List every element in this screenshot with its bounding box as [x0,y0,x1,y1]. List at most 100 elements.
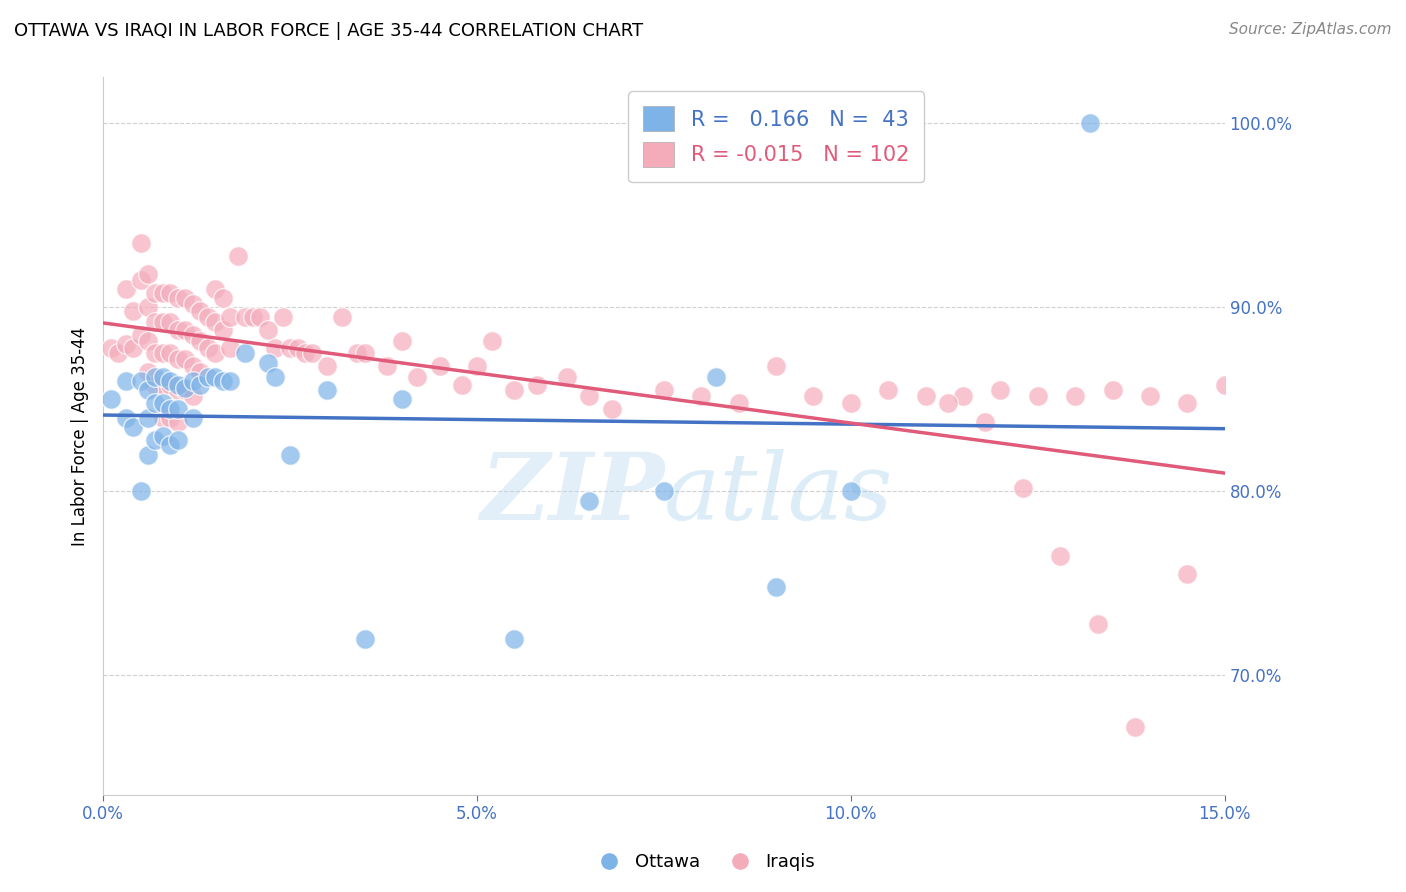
Point [122,341,145,355]
Point [167,291,190,305]
Point [129,374,152,388]
Point [167,351,190,366]
Point [136,334,159,348]
Text: OTTAWA VS IRAQI IN LABOR FORCE | AGE 35-44 CORRELATION CHART: OTTAWA VS IRAQI IN LABOR FORCE | AGE 35-… [14,22,643,40]
Point [136,448,159,462]
Point [242,310,264,324]
Point [578,389,600,403]
Point [129,273,152,287]
Point [174,381,197,395]
Point [159,410,181,425]
Point [204,370,226,384]
Legend: Ottawa, Iraqis: Ottawa, Iraqis [583,847,823,879]
Point [990,384,1012,398]
Point [429,359,451,374]
Point [1175,567,1198,582]
Point [204,346,226,360]
Point [481,334,503,348]
Point [256,322,278,336]
Point [936,396,959,410]
Point [952,389,974,403]
Point [391,392,413,407]
Point [167,401,190,416]
Point [181,328,204,343]
Point [152,285,174,300]
Point [555,370,578,384]
Point [1026,389,1049,403]
Point [375,359,398,374]
Point [294,346,316,360]
Point [465,359,488,374]
Point [145,346,167,360]
Point [578,493,600,508]
Point [1087,616,1109,631]
Point [690,389,713,403]
Point [1213,377,1236,392]
Point [271,310,294,324]
Point [129,328,152,343]
Point [287,341,309,355]
Point [145,315,167,329]
Point [152,410,174,425]
Point [159,374,181,388]
Point [145,396,167,410]
Point [152,315,174,329]
Point [914,389,936,403]
Point [278,448,301,462]
Point [188,377,211,392]
Point [765,580,787,594]
Point [188,304,211,318]
Point [167,415,190,429]
Point [233,310,256,324]
Point [129,484,152,499]
Point [204,315,226,329]
Point [264,370,287,384]
Point [1064,389,1087,403]
Point [346,346,368,360]
Point [526,377,548,392]
Point [159,315,181,329]
Point [136,268,159,282]
Point [152,346,174,360]
Point [839,484,862,499]
Point [145,285,167,300]
Point [256,356,278,370]
Point [159,438,181,452]
Point [107,346,129,360]
Point [188,365,211,379]
Point [704,370,727,384]
Point [219,310,242,324]
Point [249,310,271,324]
Point [145,370,167,384]
Point [136,365,159,379]
Point [451,377,474,392]
Point [152,396,174,410]
Point [1011,481,1033,495]
Point [167,384,190,398]
Point [765,359,787,374]
Point [727,396,749,410]
Point [136,410,159,425]
Point [100,392,122,407]
Point [316,359,339,374]
Point [211,322,233,336]
Point [1139,389,1161,403]
Point [129,235,152,250]
Point [159,401,181,416]
Point [219,374,242,388]
Point [503,632,526,646]
Point [181,410,204,425]
Point [114,282,136,296]
Point [839,396,862,410]
Point [167,433,190,447]
Point [181,359,204,374]
Legend: R =   0.166   N =  43, R = -0.015   N = 102: R = 0.166 N = 43, R = -0.015 N = 102 [628,92,924,182]
Point [174,291,197,305]
Point [100,341,122,355]
Point [136,384,159,398]
Point [167,377,190,392]
Point [652,384,675,398]
Point [353,346,375,360]
Point [278,341,301,355]
Point [803,389,825,403]
